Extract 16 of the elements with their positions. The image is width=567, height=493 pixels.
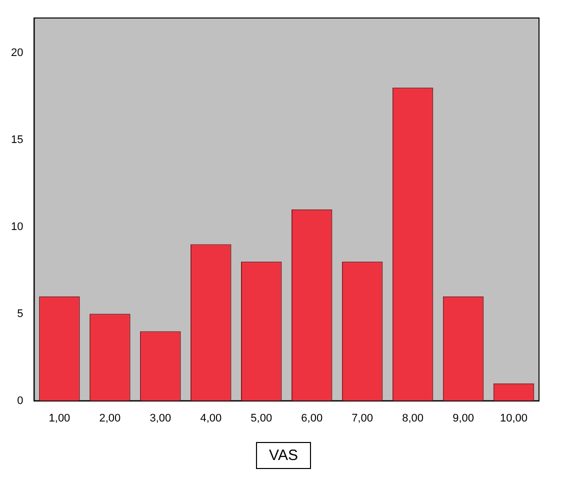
y-tick-label: 10 [10, 220, 24, 233]
x-tick-label: 6,00 [301, 412, 323, 424]
x-tick-label: 1,00 [48, 412, 70, 424]
x-tick-label: 9,00 [452, 412, 474, 424]
y-tick-label: 5 [17, 308, 24, 320]
y-tick-label: 20 [10, 46, 24, 59]
x-tick-label: 8,00 [402, 412, 424, 424]
y-tick-label: 15 [10, 134, 24, 146]
x-axis-title: VAS [256, 442, 311, 469]
x-tick-label: 4,00 [200, 412, 222, 424]
x-tick-label: 7,00 [352, 412, 374, 424]
x-tick-label: 2,00 [99, 412, 121, 424]
y-tick-label: 0 [17, 394, 24, 407]
x-tick-label: 5,00 [250, 412, 272, 424]
x-tick-label: 3,00 [150, 412, 172, 424]
x-tick-label: 10,00 [500, 412, 528, 424]
